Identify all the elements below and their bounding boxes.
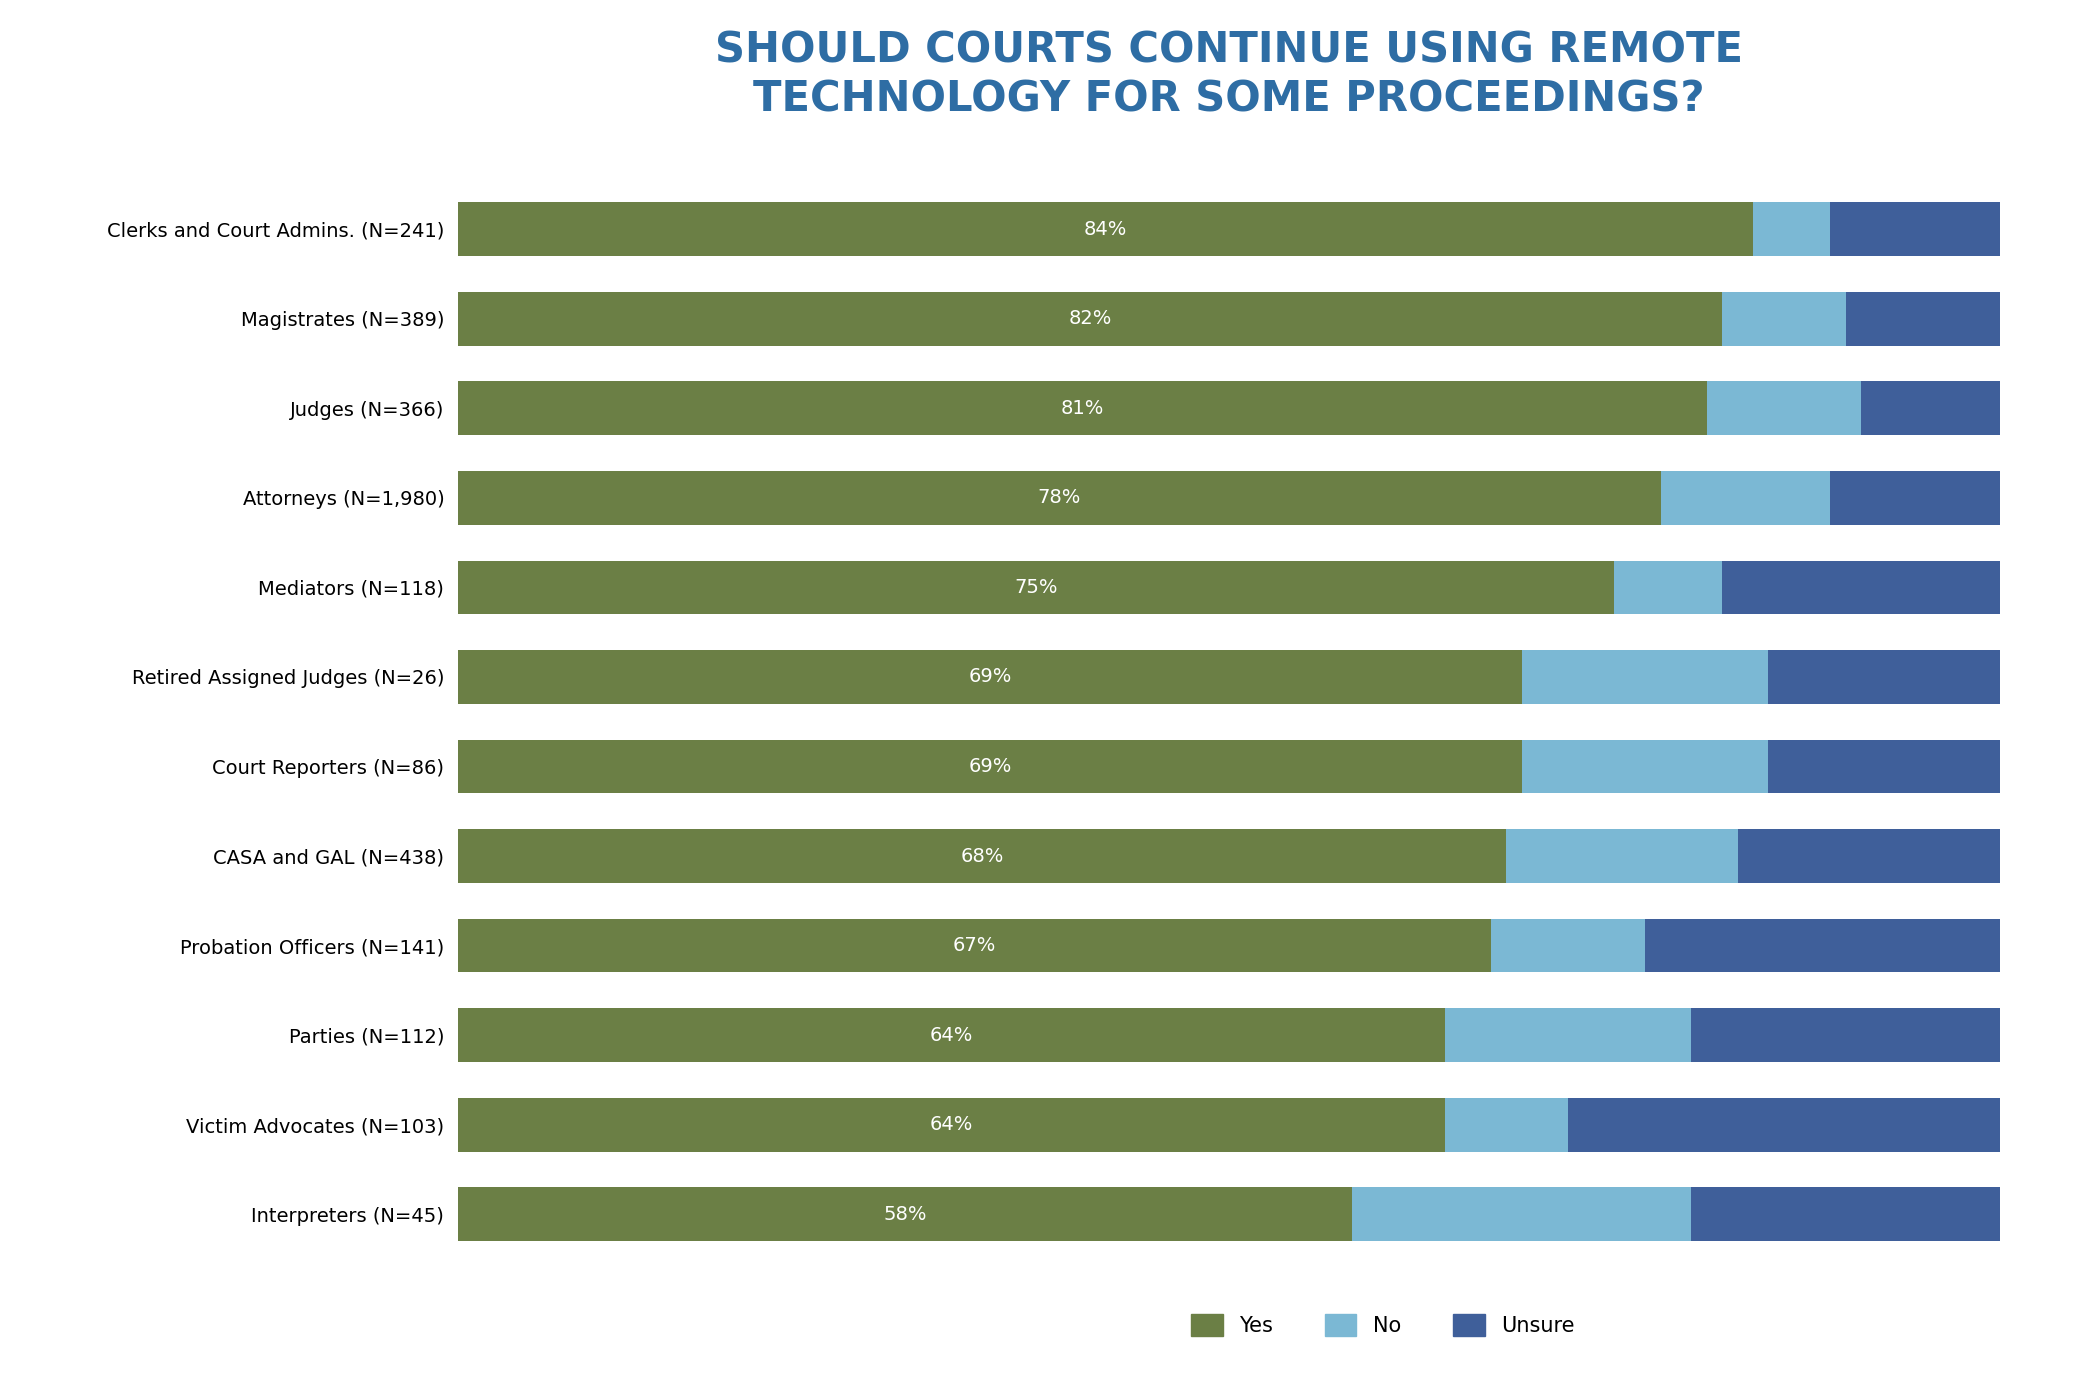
Bar: [1768, 650, 2000, 704]
Bar: [1831, 203, 2000, 257]
Bar: [1491, 919, 1646, 973]
Bar: [458, 203, 1754, 257]
Bar: [458, 919, 1491, 973]
Bar: [458, 471, 1660, 525]
Bar: [1446, 1098, 1568, 1152]
Bar: [1446, 1008, 1691, 1062]
Bar: [1646, 919, 2000, 973]
Title: SHOULD COURTS CONTINUE USING REMOTE
TECHNOLOGY FOR SOME PROCEEDINGS?: SHOULD COURTS CONTINUE USING REMOTE TECH…: [714, 29, 1743, 119]
Bar: [1660, 471, 1831, 525]
Bar: [458, 740, 1523, 794]
Bar: [458, 829, 1506, 883]
Bar: [1754, 203, 1831, 257]
Text: 58%: 58%: [883, 1205, 927, 1224]
Text: 75%: 75%: [1014, 577, 1058, 597]
Text: 69%: 69%: [969, 756, 1012, 776]
Bar: [1768, 740, 2000, 794]
Bar: [1691, 1187, 2000, 1241]
Text: 78%: 78%: [1037, 489, 1081, 508]
Bar: [458, 382, 1706, 436]
Bar: [1568, 1098, 2000, 1152]
Text: 82%: 82%: [1069, 310, 1112, 329]
Bar: [1860, 382, 2000, 436]
Bar: [458, 1098, 1446, 1152]
Bar: [1723, 291, 1846, 346]
Bar: [1352, 1187, 1691, 1241]
Bar: [1723, 561, 2000, 615]
Text: 84%: 84%: [1083, 219, 1127, 239]
Bar: [458, 650, 1523, 704]
Bar: [458, 1008, 1446, 1062]
Bar: [1614, 561, 1723, 615]
Bar: [1737, 829, 2000, 883]
Text: 67%: 67%: [952, 936, 996, 955]
Bar: [1523, 650, 1768, 704]
Bar: [1506, 829, 1737, 883]
Bar: [458, 291, 1723, 346]
Legend: Yes, No, Unsure: Yes, No, Unsure: [1183, 1306, 1583, 1344]
Text: 81%: 81%: [1060, 398, 1104, 418]
Bar: [1691, 1008, 2000, 1062]
Text: 64%: 64%: [929, 1115, 973, 1134]
Text: 64%: 64%: [929, 1026, 973, 1045]
Bar: [1706, 382, 1860, 436]
Bar: [458, 561, 1614, 615]
Bar: [458, 1187, 1352, 1241]
Bar: [1523, 740, 1768, 794]
Text: 68%: 68%: [960, 847, 1004, 866]
Text: 69%: 69%: [969, 668, 1012, 687]
Bar: [1831, 471, 2000, 525]
Bar: [1846, 291, 2000, 346]
